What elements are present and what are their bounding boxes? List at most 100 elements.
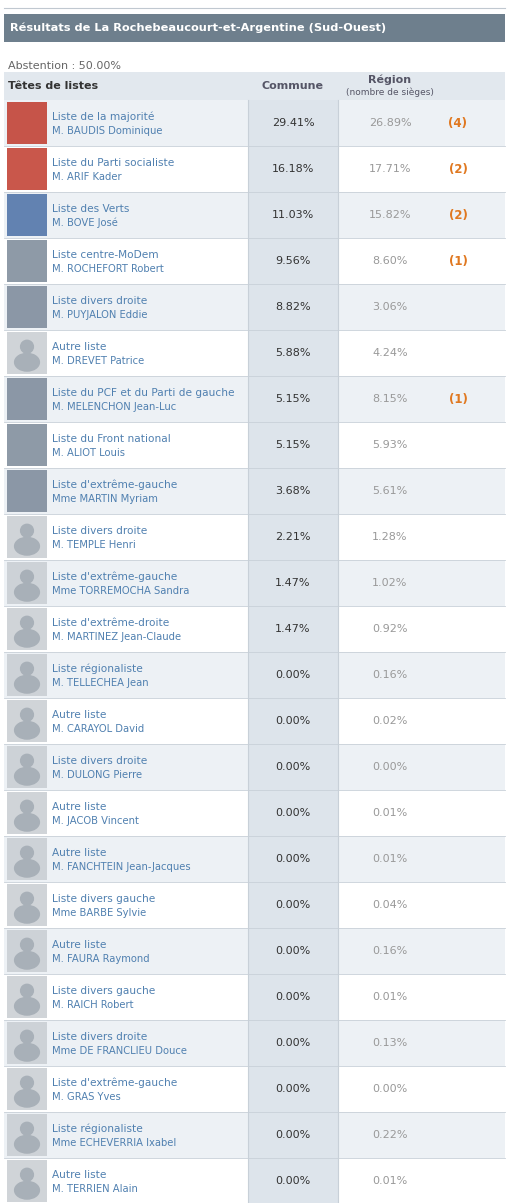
Text: 3.06%: 3.06% — [373, 302, 408, 312]
Bar — [4, 561, 505, 606]
Text: Liste du Parti socialiste: Liste du Parti socialiste — [52, 158, 174, 168]
Ellipse shape — [15, 952, 39, 970]
Bar — [4, 882, 505, 928]
Text: (2): (2) — [448, 208, 467, 221]
Text: 0.00%: 0.00% — [275, 1130, 310, 1140]
Text: 0.00%: 0.00% — [275, 900, 310, 909]
Bar — [248, 192, 338, 238]
Bar — [4, 606, 505, 652]
Circle shape — [20, 800, 34, 813]
Bar — [7, 1068, 47, 1110]
Bar — [4, 974, 505, 1020]
Text: Mme TORREMOCHA Sandra: Mme TORREMOCHA Sandra — [52, 586, 189, 595]
Text: Mme MARTIN Myriam: Mme MARTIN Myriam — [52, 494, 158, 504]
Text: 5.93%: 5.93% — [372, 440, 408, 450]
Text: M. JACOB Vincent: M. JACOB Vincent — [52, 816, 139, 826]
Text: 17.71%: 17.71% — [369, 164, 411, 174]
Ellipse shape — [15, 722, 39, 739]
Bar — [7, 838, 47, 881]
Text: 0.00%: 0.00% — [275, 761, 310, 772]
Bar — [4, 377, 505, 422]
Bar — [248, 238, 338, 284]
Text: Liste régionaliste: Liste régionaliste — [52, 664, 143, 674]
Bar — [248, 790, 338, 836]
Bar — [4, 743, 505, 790]
Text: 8.82%: 8.82% — [275, 302, 311, 312]
Text: Liste d'extrême-gauche: Liste d'extrême-gauche — [52, 571, 177, 582]
Text: 5.15%: 5.15% — [275, 440, 310, 450]
Bar — [7, 746, 47, 788]
Circle shape — [20, 570, 34, 583]
Circle shape — [20, 1168, 34, 1181]
Bar — [4, 468, 505, 514]
Text: Autre liste: Autre liste — [52, 342, 106, 352]
Bar — [4, 330, 505, 377]
Text: 0.00%: 0.00% — [275, 854, 310, 864]
Ellipse shape — [15, 583, 39, 602]
Text: 0.13%: 0.13% — [373, 1038, 408, 1048]
Text: 0.92%: 0.92% — [372, 624, 408, 634]
Text: (1): (1) — [448, 392, 467, 405]
Circle shape — [20, 709, 34, 721]
Text: 26.89%: 26.89% — [369, 118, 411, 128]
Bar — [248, 422, 338, 468]
Bar — [248, 1158, 338, 1203]
Text: Liste centre-MoDem: Liste centre-MoDem — [52, 250, 159, 260]
Bar — [4, 284, 505, 330]
Bar — [7, 562, 47, 604]
Bar — [4, 422, 505, 468]
Text: Région: Région — [369, 75, 412, 85]
Text: 1.47%: 1.47% — [275, 624, 311, 634]
Text: M. TERRIEN Alain: M. TERRIEN Alain — [52, 1184, 138, 1195]
Bar — [7, 700, 47, 742]
Text: Liste divers droite: Liste divers droite — [52, 1032, 147, 1042]
Bar — [7, 194, 47, 236]
Ellipse shape — [15, 1043, 39, 1061]
Circle shape — [20, 340, 34, 354]
Text: Liste divers droite: Liste divers droite — [52, 755, 147, 766]
Bar — [248, 330, 338, 377]
Ellipse shape — [15, 906, 39, 923]
Bar — [4, 514, 505, 561]
Ellipse shape — [15, 997, 39, 1015]
Text: 0.01%: 0.01% — [373, 808, 408, 818]
Text: 5.88%: 5.88% — [275, 348, 311, 358]
Bar — [7, 516, 47, 558]
Text: 8.60%: 8.60% — [372, 256, 408, 266]
Ellipse shape — [15, 538, 39, 555]
Bar — [248, 1066, 338, 1112]
Text: 29.41%: 29.41% — [272, 118, 315, 128]
Text: Mme ECHEVERRIA Ixabel: Mme ECHEVERRIA Ixabel — [52, 1138, 176, 1148]
Circle shape — [20, 893, 34, 905]
Text: M. FANCHTEIN Jean-Jacques: M. FANCHTEIN Jean-Jacques — [52, 863, 191, 872]
Bar — [7, 286, 47, 328]
Bar — [248, 836, 338, 882]
Bar — [4, 100, 505, 146]
Text: 0.00%: 0.00% — [275, 1038, 310, 1048]
Text: M. DULONG Pierre: M. DULONG Pierre — [52, 770, 142, 780]
Text: Résultats de La Rochebeaucourt-et-Argentine (Sud-Ouest): Résultats de La Rochebeaucourt-et-Argent… — [10, 23, 386, 34]
Text: M. FAURA Raymond: M. FAURA Raymond — [52, 954, 150, 964]
Text: 0.01%: 0.01% — [373, 1177, 408, 1186]
Bar — [7, 332, 47, 374]
Text: (4): (4) — [448, 117, 467, 130]
Text: M. GRAS Yves: M. GRAS Yves — [52, 1092, 121, 1102]
Bar — [248, 1112, 338, 1158]
Text: Mme DE FRANCLIEU Douce: Mme DE FRANCLIEU Douce — [52, 1045, 187, 1056]
Bar — [4, 790, 505, 836]
Ellipse shape — [15, 1090, 39, 1107]
Bar — [248, 284, 338, 330]
Bar — [4, 14, 505, 42]
Bar — [248, 882, 338, 928]
Bar — [4, 1158, 505, 1203]
Bar — [7, 423, 47, 466]
Bar — [248, 743, 338, 790]
Bar — [4, 836, 505, 882]
Bar — [7, 608, 47, 650]
Text: 0.00%: 0.00% — [275, 946, 310, 956]
Text: 0.16%: 0.16% — [373, 946, 408, 956]
Text: Autre liste: Autre liste — [52, 940, 106, 950]
Bar — [7, 792, 47, 834]
Bar — [7, 976, 47, 1018]
Text: M. MARTINEZ Jean-Claude: M. MARTINEZ Jean-Claude — [52, 632, 181, 642]
